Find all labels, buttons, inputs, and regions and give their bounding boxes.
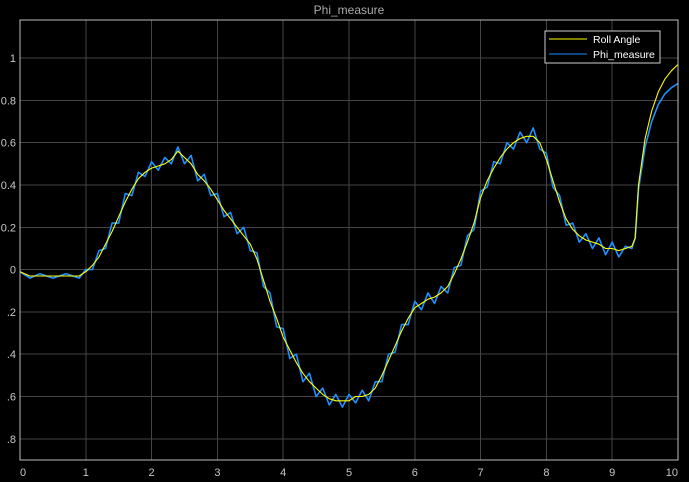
legend-label-roll-angle: Roll Angle: [593, 34, 640, 46]
x-tick-label: 6: [412, 467, 418, 479]
y-tick-label: 0.2: [1, 222, 16, 234]
y-tick-label: 0.6: [1, 138, 16, 150]
legend-box: [544, 30, 661, 64]
series-line-roll-angle: [19, 64, 679, 402]
tick-labels: 0 1 2 3 4 5 6 7 8 9 10 .8 .6 .4 .2 0 0.2 0.4 0.6 0.8 1: [1, 53, 678, 479]
legend: Roll Angle Phi_measure: [544, 30, 661, 64]
y-tick-label: 0: [10, 265, 16, 277]
x-tick-label: 4: [280, 467, 286, 479]
legend-label-phi-measure: Phi_measure: [593, 49, 655, 61]
axes: [19, 19, 679, 461]
y-tick-label: 0.8: [1, 95, 16, 107]
y-tick-label: .6: [7, 392, 16, 404]
chart-title: Phi_measure: [314, 3, 385, 17]
x-tick-label: 8: [543, 467, 549, 479]
x-tick-label: 9: [609, 467, 615, 479]
x-tick-label: 2: [149, 467, 155, 479]
series-lines: [19, 64, 679, 408]
plot-area-border: [19, 19, 679, 461]
y-tick-label: 0.4: [1, 180, 16, 192]
x-tick-label: 3: [214, 467, 220, 479]
x-tick-label: 5: [346, 467, 352, 479]
y-tick-label: .8: [7, 434, 16, 446]
x-tick-label: 10: [666, 467, 678, 479]
x-tick-label: 7: [478, 467, 484, 479]
x-tick-label: 1: [83, 467, 89, 479]
y-tick-label: .2: [7, 307, 16, 319]
x-tick-label: 0: [20, 467, 26, 479]
y-tick-label: 1: [10, 53, 16, 65]
y-tick-label: .4: [7, 349, 16, 361]
